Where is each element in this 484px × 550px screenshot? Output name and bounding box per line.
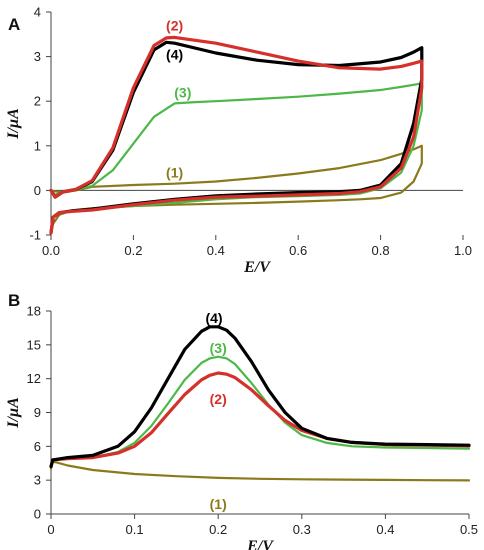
y-tick-label: 18 xyxy=(27,304,41,319)
series-label: (1) xyxy=(166,165,183,181)
x-tick-label: 0.8 xyxy=(372,243,390,258)
y-tick-label: 9 xyxy=(34,405,41,420)
chart-panel-a: A -1 0 1 2 3 4 0.0 0.2 0.4 0.6 0.8 1.0 E/V I/µA (1) (3) (… xyxy=(5,5,472,277)
axes: 0 3 6 9 12 15 18 0 0.1 0.2 0.3 0.4 0.5 xyxy=(27,304,479,538)
x-tick-label: 0.0 xyxy=(42,243,60,258)
y-axis-title: I/µA xyxy=(5,397,22,429)
y-tick-label: 6 xyxy=(34,439,41,454)
panel-label: B xyxy=(8,291,20,310)
series-line xyxy=(49,325,471,469)
panel-label: A xyxy=(8,15,20,34)
axes: -1 0 1 2 3 4 0.0 0.2 0.4 0.6 0.8 1.0 xyxy=(29,5,472,259)
x-tick-label: 0.1 xyxy=(126,522,144,537)
y-tick-label: 15 xyxy=(27,337,41,352)
y-tick-label: 1 xyxy=(34,138,41,153)
x-tick-label: 0.2 xyxy=(124,243,142,258)
y-tick-label: 12 xyxy=(27,371,41,386)
y-tick-label: 2 xyxy=(34,94,41,109)
y-tick-label: -1 xyxy=(29,228,41,243)
y-axis-title: I/µA xyxy=(5,108,22,140)
y-tick-label: 3 xyxy=(34,473,41,488)
x-tick-label: 0 xyxy=(47,522,54,537)
y-tick-label: 0 xyxy=(34,507,41,522)
series-line xyxy=(49,461,471,482)
x-tick-label: 0.3 xyxy=(293,522,311,537)
series-label: (1) xyxy=(210,496,227,512)
y-tick-label: 0 xyxy=(34,183,41,198)
x-tick-label: 0.2 xyxy=(209,522,227,537)
x-tick-label: 0.4 xyxy=(207,243,225,258)
series-label: (2) xyxy=(166,17,183,33)
x-tick-label: 0.5 xyxy=(460,522,478,537)
chart-panel-b: B 0 3 6 9 12 15 18 0 0.1 0.2 0.3 0.4 0.5 E/V I/µA (1) (3)… xyxy=(5,291,478,550)
x-tick-label: 1.0 xyxy=(454,243,472,258)
x-tick-label: 0.4 xyxy=(376,522,394,537)
series-label: (3) xyxy=(174,84,191,100)
series-line xyxy=(49,35,424,235)
series-label: (4) xyxy=(166,46,183,62)
series-label: (2) xyxy=(210,391,227,407)
x-tick-label: 0.6 xyxy=(289,243,307,258)
x-axis-title: E/V xyxy=(243,259,271,276)
series-label: (3) xyxy=(210,340,227,356)
x-axis-title: E/V xyxy=(246,538,274,550)
series-label: (4) xyxy=(205,310,222,326)
y-tick-label: 3 xyxy=(34,49,41,64)
series-line xyxy=(49,371,471,469)
y-tick-label: 4 xyxy=(34,5,41,20)
